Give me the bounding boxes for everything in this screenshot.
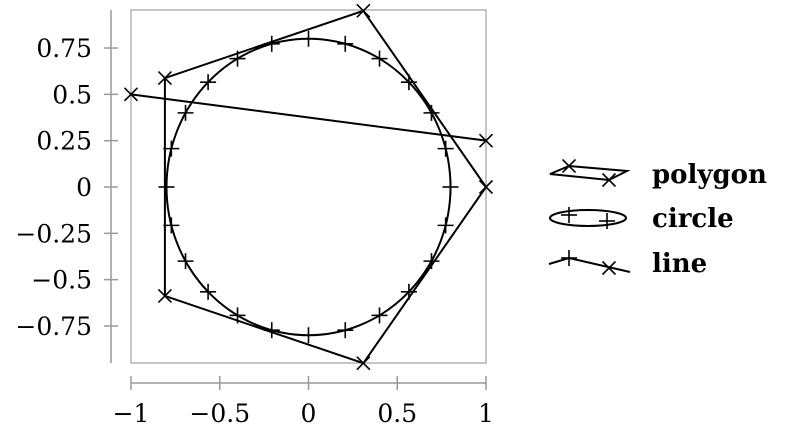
circle-marker [300, 30, 317, 47]
circle-marker [400, 283, 417, 300]
polygon-marker [157, 70, 172, 86]
y-tick-label: −0.75 [15, 312, 92, 341]
circle-marker [337, 322, 354, 339]
polygon-marker [157, 288, 172, 304]
line-marker [123, 87, 139, 102]
circle-marker [158, 179, 175, 195]
x-tick-label: −0.5 [189, 399, 250, 428]
legend-entry-polygon: polygon [549, 158, 767, 190]
circle-marker [263, 35, 280, 52]
circle-marker [423, 253, 440, 270]
circle-marker [163, 140, 180, 157]
circle-marker [423, 104, 440, 121]
circle-marker [177, 104, 194, 121]
x-tick-label: 1 [478, 399, 494, 428]
series-circle [158, 30, 459, 344]
polygon-marker [478, 179, 494, 195]
circle-marker [400, 74, 417, 91]
line-path [130, 93, 487, 142]
circle-marker [300, 327, 317, 344]
legend-marker [561, 207, 577, 223]
legend-marker [561, 158, 577, 174]
legend-label-line: line [652, 249, 707, 279]
circle-marker [229, 307, 246, 324]
series-layer [123, 3, 494, 371]
plot-frame [130, 9, 487, 364]
x-axis-ticks: −1 −0.5 0 0.5 1 [113, 376, 494, 428]
series-polygon [157, 3, 494, 371]
legend: polygon circle line [548, 158, 767, 279]
polygon-path [163, 9, 488, 365]
circle-marker [177, 253, 194, 270]
circle-marker [337, 35, 354, 52]
circle-marker [371, 50, 388, 67]
circle-marker [437, 217, 454, 234]
legend-marker [601, 172, 617, 188]
y-tick-label: 0.75 [36, 34, 92, 63]
y-tick-label: −0.25 [15, 219, 92, 248]
circle-marker [200, 283, 217, 300]
legend-label-circle: circle [652, 204, 734, 234]
y-tick-label: 0.5 [52, 80, 92, 109]
legend-symbol-circle [549, 207, 627, 229]
polygon-marker [356, 356, 371, 371]
legend-marker [599, 213, 615, 229]
circle-marker [371, 307, 388, 324]
circle-marker [229, 50, 246, 67]
y-tick-label: 0 [76, 173, 92, 202]
y-tick-label: −0.5 [31, 266, 92, 295]
legend-entry-circle: circle [549, 204, 734, 234]
legend-symbol-line [548, 250, 631, 276]
circle-marker [442, 179, 459, 195]
circle-path [165, 37, 452, 337]
y-tick-label: 0.25 [36, 127, 92, 156]
series-line [123, 87, 494, 148]
circle-marker [263, 322, 280, 339]
x-tick-label: 0 [301, 399, 317, 428]
polygon-marker [356, 3, 371, 18]
y-axis-ticks: −0.75 −0.5 −0.25 0 0.25 0.5 0.75 [15, 34, 118, 341]
circle-marker [163, 217, 180, 234]
legend-entry-line: line [548, 249, 707, 279]
legend-marker [601, 260, 617, 276]
legend-symbol-polygon [549, 158, 631, 188]
x-tick-label: −1 [113, 399, 150, 428]
x-tick-label: 0.5 [377, 399, 417, 428]
circle-marker [437, 140, 454, 157]
circle-marker [200, 74, 217, 91]
legend-label-polygon: polygon [652, 160, 767, 190]
line-marker [478, 133, 494, 148]
legend-marker [561, 250, 577, 266]
